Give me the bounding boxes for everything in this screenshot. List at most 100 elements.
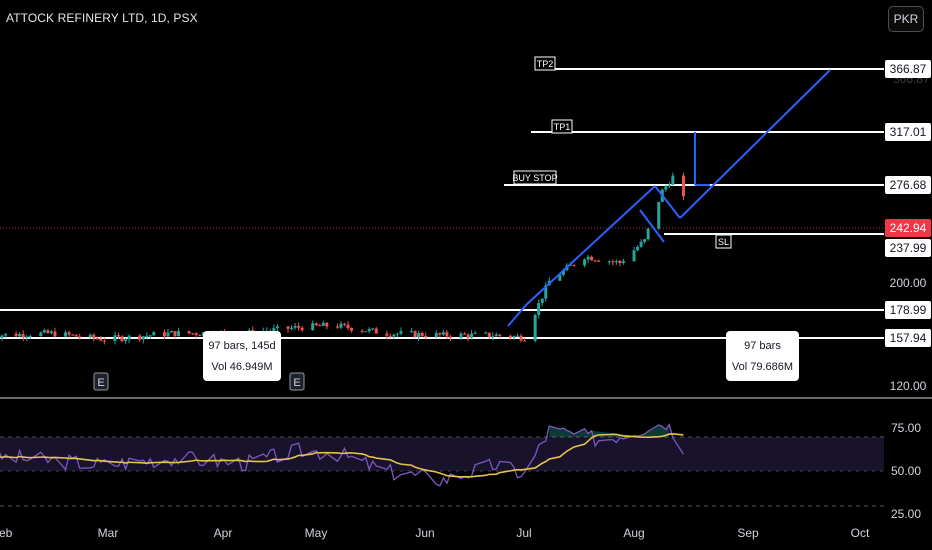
earnings-icon: E <box>97 377 104 389</box>
candle-body <box>488 333 491 337</box>
earnings-marker-1[interactable]: E <box>94 373 108 390</box>
candle-body <box>99 339 102 341</box>
candle-body <box>174 331 177 336</box>
candle-body <box>315 323 318 325</box>
candle-body <box>198 335 201 336</box>
time-tick-may: May <box>305 526 328 540</box>
tp2-label[interactable]: TP2 <box>535 57 555 70</box>
candle-body <box>622 261 625 263</box>
candle-body <box>417 333 420 337</box>
candle-body <box>124 339 127 341</box>
candle-body <box>343 324 346 325</box>
candle-body <box>647 228 650 239</box>
candle-body <box>587 257 590 260</box>
sl-label-text: SL <box>718 237 729 247</box>
price-axis[interactable]: 366.87 366.87 317.01 276.68 242.94 237.9… <box>885 60 931 393</box>
candle-body <box>618 261 621 263</box>
rsi-axis[interactable]: 75.00 50.00 25.00 <box>891 421 921 521</box>
candle-body <box>145 336 148 337</box>
buy-stop-label-text: BUY STOP <box>512 173 557 183</box>
price-tick-178: 178.99 <box>890 303 927 317</box>
rsi-tick-75: 75.00 <box>891 421 921 435</box>
earnings-marker-2[interactable]: E <box>290 373 304 390</box>
candle-body <box>597 261 600 262</box>
earnings-icon: E <box>293 377 300 389</box>
projection-line[interactable] <box>680 70 830 218</box>
price-tick-366: 366.87 <box>890 62 927 76</box>
price-tick-120: 120.00 <box>890 379 927 393</box>
range-right-volume: Vol 79.686M <box>732 361 793 373</box>
trend-line-up[interactable] <box>526 186 655 305</box>
candle-body <box>128 336 131 340</box>
candle-body <box>636 247 639 250</box>
candle-body <box>375 328 378 333</box>
candle-body <box>287 326 290 328</box>
candle-body <box>424 336 427 337</box>
candle-body <box>541 299 544 303</box>
time-tick-jul: Jul <box>516 526 531 540</box>
candle-body <box>50 331 53 333</box>
candle-body <box>467 335 470 338</box>
price-tick-242: 242.94 <box>890 221 927 235</box>
candle-body <box>512 336 515 337</box>
candle-body <box>64 332 67 336</box>
candle-body <box>495 335 498 337</box>
candle-body <box>361 331 364 332</box>
time-tick-feb: Feb <box>0 526 13 540</box>
candle-body <box>294 326 297 328</box>
flag-drawing[interactable] <box>508 70 830 326</box>
candle-body <box>336 326 339 327</box>
candle-body <box>389 336 392 337</box>
candle-body <box>611 261 614 262</box>
candle-body <box>682 176 685 197</box>
candle-body <box>615 261 618 262</box>
range-left-volume: Vol 46.949M <box>211 361 272 373</box>
candle-body <box>301 328 304 330</box>
candle-body <box>491 336 494 337</box>
candle-body <box>371 328 374 329</box>
price-label-tp1: 317.01 <box>885 123 931 141</box>
candle-body <box>509 336 512 338</box>
price-tick-317: 317.01 <box>890 125 927 139</box>
price-candles <box>0 172 685 344</box>
candle-body <box>113 335 116 341</box>
candle-body <box>463 334 466 335</box>
price-label-last: 242.94 <box>885 219 931 237</box>
candle-body <box>633 250 636 261</box>
time-axis[interactable]: Feb Mar Apr May Jun Jul Aug Sep Oct <box>0 526 870 540</box>
candle-body <box>421 333 424 336</box>
candle-body <box>516 336 519 337</box>
candle-body <box>103 341 106 342</box>
candle-body <box>29 336 32 337</box>
time-tick-jun: Jun <box>415 526 434 540</box>
candle-body <box>664 186 667 189</box>
candle-body <box>75 335 78 337</box>
tp1-label[interactable]: TP1 <box>552 120 572 133</box>
tp2-label-text: TP2 <box>537 59 554 69</box>
candle-body <box>534 315 537 341</box>
candle-body <box>1 336 4 338</box>
flagpole-line[interactable] <box>508 305 526 326</box>
candle-body <box>438 333 441 334</box>
candle-body <box>474 333 477 334</box>
candle-body <box>347 325 350 328</box>
sl-label[interactable]: SL <box>716 235 731 248</box>
candle-body <box>520 336 523 341</box>
buy-stop-label[interactable]: BUY STOP <box>512 171 557 184</box>
candle-body <box>15 334 18 336</box>
candle-body <box>668 185 671 186</box>
rsi-tick-25: 25.00 <box>891 507 921 521</box>
candle-body <box>195 333 198 335</box>
candle-body <box>53 331 56 336</box>
candle-body <box>43 330 46 332</box>
flag-lower-line[interactable] <box>640 210 664 242</box>
candle-body <box>470 334 473 338</box>
candle-body <box>170 331 173 332</box>
candle-body <box>138 336 141 340</box>
candle-body <box>272 328 275 331</box>
candle-body <box>318 325 321 326</box>
candle-body <box>537 303 540 315</box>
candle-body <box>188 331 191 333</box>
candle-body <box>368 329 371 331</box>
